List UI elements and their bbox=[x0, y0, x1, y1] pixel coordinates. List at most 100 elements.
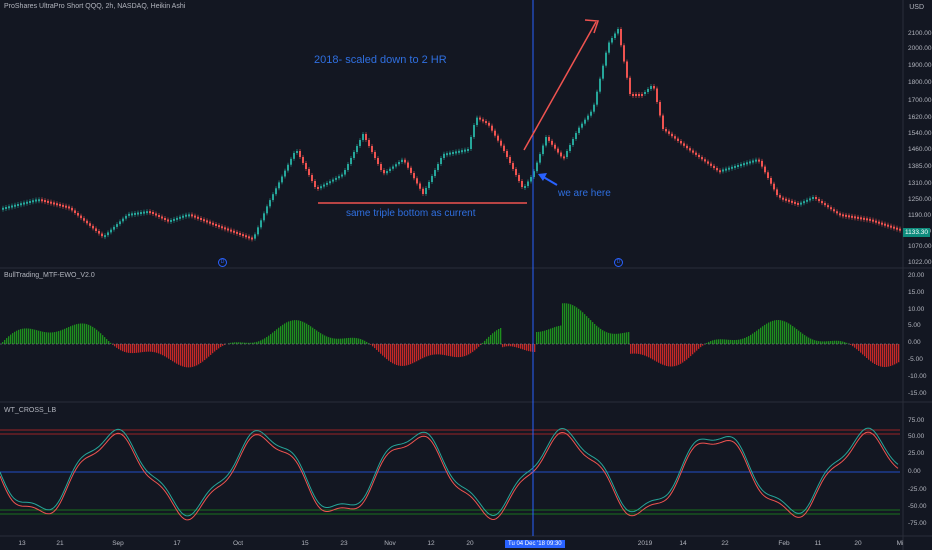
crosshair-time-tag: Tu 04 Dec '18 09:30 bbox=[505, 540, 565, 548]
candle-body bbox=[83, 218, 85, 221]
time-axis-label: 20 bbox=[466, 540, 474, 547]
ewo-bar bbox=[536, 332, 537, 344]
ewo-bar bbox=[66, 328, 67, 344]
candle-body bbox=[212, 223, 214, 225]
ewo-bar bbox=[256, 342, 257, 344]
candle-body bbox=[419, 184, 421, 189]
ewo-bar bbox=[402, 344, 403, 366]
ewo-bar bbox=[534, 344, 535, 352]
time-axis-label: 13 bbox=[18, 540, 26, 547]
ewo-bar bbox=[558, 326, 559, 344]
candle-body bbox=[200, 218, 202, 220]
ewo-axis-label: 20.00 bbox=[908, 272, 925, 279]
ewo-bar bbox=[86, 324, 87, 344]
ewo-bar bbox=[716, 340, 717, 345]
candle-body bbox=[845, 215, 847, 217]
ewo-bar bbox=[72, 325, 73, 344]
candle-body bbox=[362, 134, 364, 140]
ewo-bar bbox=[144, 344, 145, 352]
candle-body bbox=[296, 151, 298, 153]
candle-body bbox=[260, 220, 262, 227]
ewo-bar bbox=[40, 331, 41, 344]
candle-body bbox=[899, 229, 901, 231]
candle-body bbox=[23, 203, 25, 205]
ewo-bar bbox=[610, 333, 611, 344]
ewo-bar bbox=[688, 344, 689, 358]
ewo-bar bbox=[70, 326, 71, 344]
candle-body bbox=[440, 158, 442, 164]
ewo-bar bbox=[842, 342, 843, 344]
ewo-bar bbox=[840, 341, 841, 344]
candle-body bbox=[566, 151, 568, 157]
ewo-bar bbox=[804, 335, 805, 344]
candle-body bbox=[500, 141, 502, 146]
ewo-bar bbox=[516, 344, 517, 347]
ewo-bar bbox=[388, 344, 389, 361]
ewo-bar bbox=[350, 338, 351, 344]
candle-body bbox=[725, 169, 727, 171]
ewo-bar bbox=[552, 328, 553, 344]
annotation-we-are-here[interactable]: we are here bbox=[558, 188, 611, 199]
candle-body bbox=[599, 79, 601, 92]
ewo-bar bbox=[438, 344, 439, 354]
ewo-bar bbox=[134, 344, 135, 353]
ewo-bar bbox=[572, 305, 573, 344]
ewo-bar bbox=[426, 344, 427, 356]
ewo-bar bbox=[6, 338, 7, 344]
ewo-bar bbox=[898, 344, 899, 362]
ewo-bar bbox=[466, 344, 467, 355]
candle-body bbox=[257, 227, 259, 234]
candle-body bbox=[14, 205, 16, 207]
dividend-marker-icon[interactable]: D bbox=[218, 258, 227, 267]
ewo-bar bbox=[262, 339, 263, 344]
candle-body bbox=[434, 170, 436, 176]
ewo-bar bbox=[806, 336, 807, 344]
annotation-top-note[interactable]: 2018- scaled down to 2 HR bbox=[314, 54, 447, 66]
time-axis-label: Oct bbox=[233, 540, 243, 547]
annotation-triple-bottom[interactable]: same triple bottom as current bbox=[346, 208, 476, 219]
wt-axis-label: -50.00 bbox=[908, 503, 927, 510]
ewo-bar bbox=[374, 344, 375, 348]
ewo-bar bbox=[478, 344, 479, 347]
ewo-bar bbox=[68, 327, 69, 344]
candle-body bbox=[386, 171, 388, 173]
candle-body bbox=[176, 218, 178, 220]
candle-body bbox=[65, 206, 67, 208]
ewo-bar bbox=[820, 341, 821, 344]
ewo-bar bbox=[814, 340, 815, 344]
ewo-bar bbox=[302, 322, 303, 344]
ewo-bar bbox=[64, 329, 65, 344]
candle-body bbox=[791, 201, 793, 203]
ewo-bar bbox=[496, 330, 497, 344]
candle-body bbox=[893, 227, 895, 229]
ewo-bar bbox=[56, 332, 57, 344]
candle-body bbox=[149, 211, 151, 213]
ewo-bar bbox=[580, 310, 581, 344]
ewo-bar bbox=[58, 331, 59, 344]
ewo-bar bbox=[508, 344, 509, 346]
ewo-bar bbox=[498, 329, 499, 344]
candle-body bbox=[818, 199, 820, 201]
dividend-marker-icon[interactable]: D bbox=[614, 258, 623, 267]
ewo-bar bbox=[406, 344, 407, 365]
ewo-bar bbox=[484, 341, 485, 344]
candle-body bbox=[779, 195, 781, 198]
ewo-bar bbox=[588, 318, 589, 344]
price-axis-label: 1022.00 bbox=[908, 259, 932, 266]
candle-body bbox=[134, 213, 136, 215]
ewo-pane-label[interactable]: BullTrading_MTF-EWO_V2.0 bbox=[4, 272, 95, 279]
chart-title[interactable]: ProShares UltraPro Short QQQ, 2h, NASDAQ… bbox=[4, 3, 185, 10]
candle-body bbox=[56, 203, 58, 205]
candle-body bbox=[719, 170, 721, 172]
candle-body bbox=[224, 227, 226, 229]
candle-body bbox=[116, 224, 118, 227]
ewo-bar bbox=[890, 344, 891, 366]
ewo-bar bbox=[582, 312, 583, 344]
wt-pane-label[interactable]: WT_CROSS_LB bbox=[4, 407, 56, 414]
currency-label: USD bbox=[909, 4, 924, 11]
ewo-bar bbox=[782, 321, 783, 344]
ewo-bar bbox=[672, 344, 673, 366]
ewo-bar bbox=[290, 321, 291, 344]
